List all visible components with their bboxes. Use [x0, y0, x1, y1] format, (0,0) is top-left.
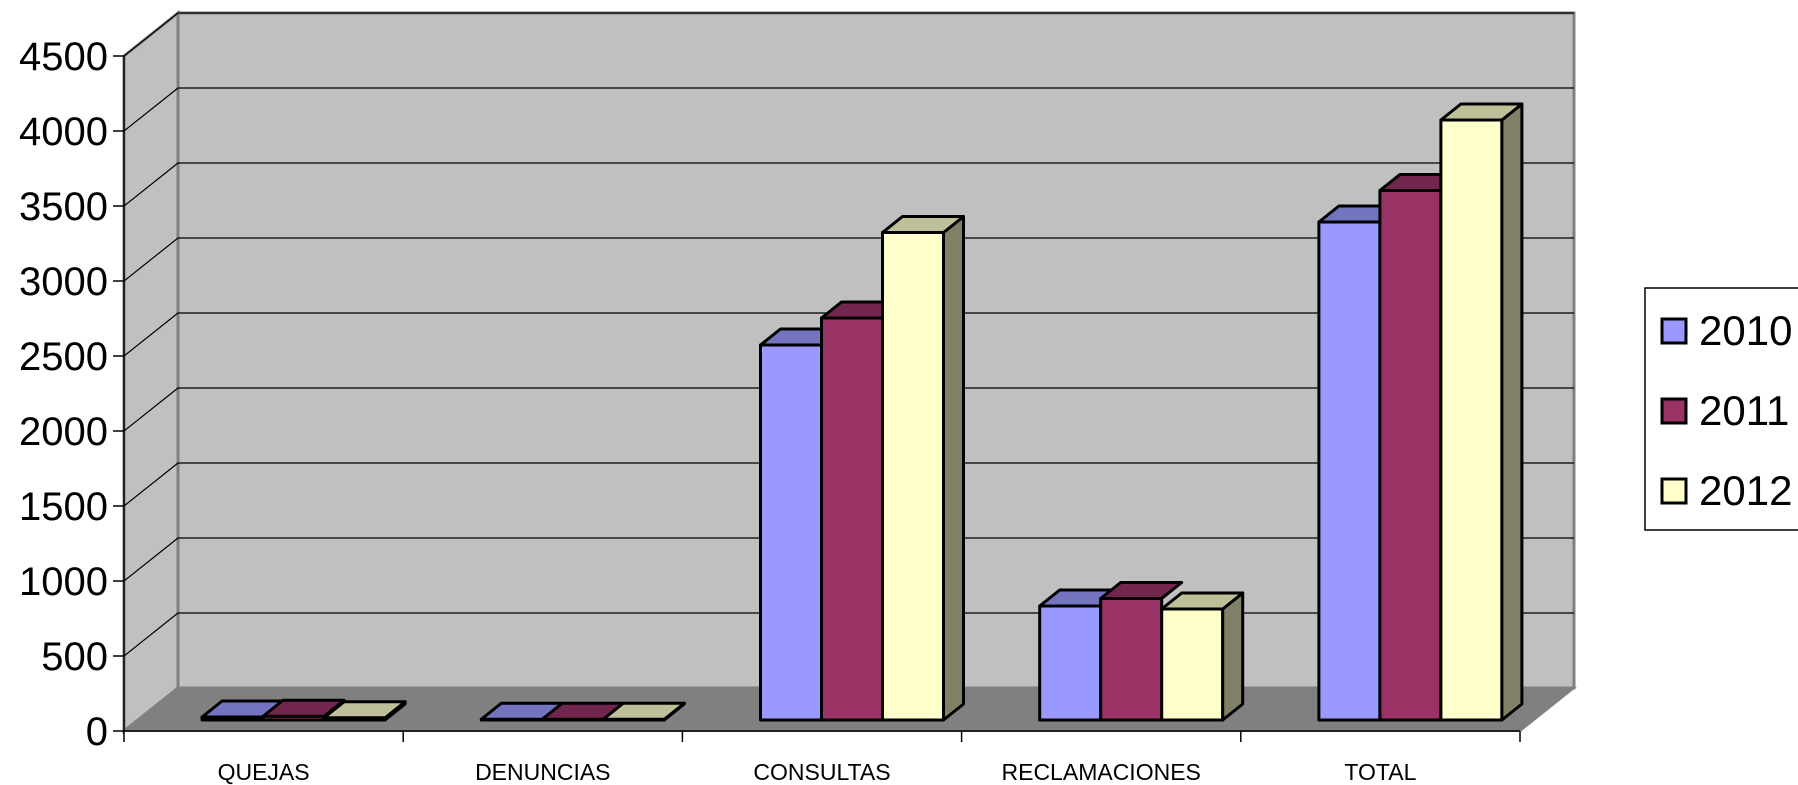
y-tick-label: 4500 — [19, 35, 108, 79]
y-tick-label: 3000 — [19, 260, 108, 304]
bar — [601, 701, 686, 722]
bar-front — [1099, 597, 1164, 722]
y-tick-label: 1500 — [19, 485, 108, 529]
legend-item[interactable]: 2010 — [1660, 307, 1792, 354]
x-tick-label: QUEJAS — [218, 759, 310, 785]
x-tick-label: CONSULTAS — [753, 759, 890, 785]
bar — [1317, 204, 1402, 722]
bar-front — [1038, 604, 1103, 722]
bar — [1439, 102, 1524, 722]
gridline — [123, 87, 1574, 132]
gridline — [123, 537, 1574, 582]
bar-top — [601, 701, 686, 721]
bar-side — [1221, 591, 1245, 722]
gridline — [123, 387, 1574, 432]
bar-front — [759, 343, 823, 722]
bar-front — [881, 231, 945, 722]
bar-side — [1500, 102, 1524, 722]
bar-front — [1160, 607, 1225, 722]
bar-top — [1439, 102, 1524, 122]
y-tick-label: 3500 — [19, 185, 108, 229]
bar-front — [1378, 189, 1443, 722]
legend-item[interactable]: 2011 — [1660, 387, 1789, 434]
bar-front — [1439, 118, 1504, 722]
gridline — [123, 312, 1574, 357]
legend-label: 2010 — [1699, 307, 1792, 354]
legend-swatch — [1660, 317, 1688, 345]
bar-side — [942, 215, 965, 722]
x-tick-label: TOTAL — [1344, 759, 1416, 785]
gridline — [123, 162, 1574, 207]
legend-swatch — [1660, 477, 1688, 505]
y-tick-label: 2500 — [19, 335, 108, 379]
legend-swatch — [1660, 397, 1688, 425]
gridline — [123, 462, 1574, 507]
y-tick-label: 4000 — [19, 110, 108, 154]
legend-item[interactable]: 2012 — [1660, 467, 1792, 514]
y-axis: 0 500 1000 1500 2000 2500 3000 3500 4000 4500 — [19, 35, 125, 754]
x-tick-label: DENUNCIAS — [475, 759, 610, 785]
gridline — [123, 237, 1574, 282]
bar — [881, 215, 965, 722]
gridline — [123, 12, 1574, 57]
bar-front — [820, 316, 884, 722]
legend-label: 2012 — [1699, 467, 1792, 514]
bar-top — [322, 700, 407, 720]
bar — [1160, 591, 1245, 722]
bar-top — [881, 215, 965, 234]
bar — [322, 700, 407, 722]
bar-front — [1317, 220, 1382, 722]
side-wall — [122, 9, 180, 735]
x-tick-label: RECLAMACIONES — [1002, 759, 1201, 785]
bar-top — [1099, 581, 1184, 600]
bars — [200, 102, 1524, 722]
x-axis: QUEJAS DENUNCIAS CONSULTAS RECLAMACIONES TOT… — [123, 730, 1521, 785]
y-tick-label: 2000 — [19, 410, 108, 454]
y-tick-label: 0 — [86, 710, 108, 754]
y-tick-label: 500 — [41, 635, 108, 679]
y-tick-label: 1000 — [19, 560, 108, 604]
bar-top — [1160, 591, 1245, 611]
legend[interactable]: 2010 2011 2012 — [1644, 287, 1798, 531]
legend-label: 2011 — [1699, 387, 1789, 434]
